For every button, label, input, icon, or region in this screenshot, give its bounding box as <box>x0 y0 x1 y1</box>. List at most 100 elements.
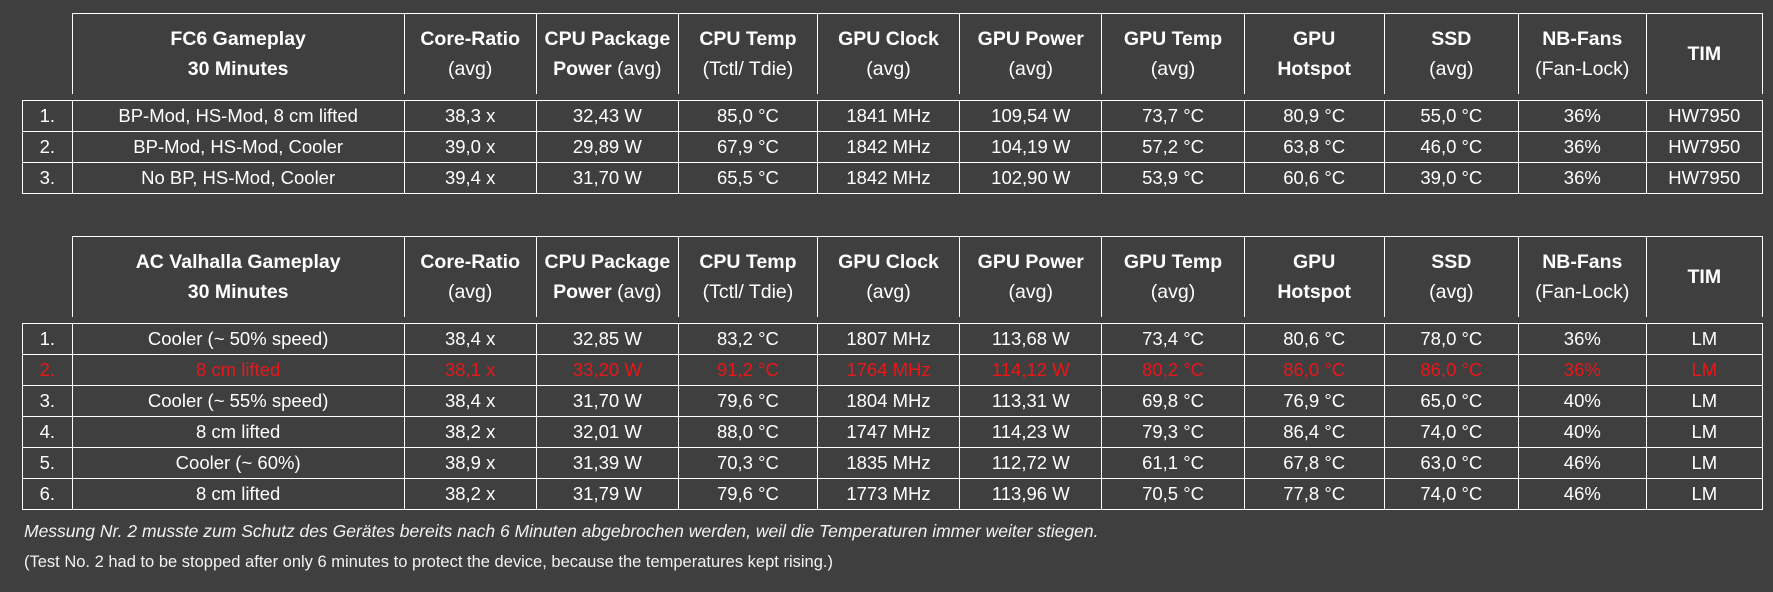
core-ratio-cell: 38,4 x <box>403 385 537 417</box>
cpu-temp-cell: 85,0 °C <box>677 100 818 132</box>
header-gpu-hotspot: GPU Hotspot <box>1243 13 1385 94</box>
gpu-temp-cell: 79,3 °C <box>1101 416 1245 448</box>
header-cpu-package: CPU Package Power (avg) <box>535 236 679 317</box>
ssd-cell: 86,0 °C <box>1383 354 1520 386</box>
tim-cell: LM <box>1645 447 1764 479</box>
ssd-cell: 46,0 °C <box>1383 131 1520 163</box>
header-gpu-clock: GPU Clock (avg) <box>816 13 961 94</box>
header-nb-fans: NB-Fans (Fan-Lock) <box>1518 236 1647 317</box>
header-gpu-power: GPU Power (avg) <box>959 236 1103 317</box>
gpu-temp-cell: 73,4 °C <box>1101 323 1245 355</box>
tim-cell: LM <box>1645 416 1764 448</box>
gpu-clock-cell: 1773 MHz <box>816 478 961 510</box>
gpu-clock-cell: 1835 MHz <box>816 447 961 479</box>
core-ratio-cell: 38,9 x <box>403 447 537 479</box>
config-cell: Cooler (~ 55% speed) <box>71 385 405 417</box>
gpu-clock-cell: 1804 MHz <box>816 385 961 417</box>
cpu-power-cell: 32,43 W <box>535 100 679 132</box>
table-row: 5. Cooler (~ 60%) 38,9 x 31,39 W 70,3 °C 1835… <box>22 447 1764 479</box>
row-number: 6. <box>22 478 73 510</box>
row-number: 3. <box>22 162 73 194</box>
gpu-clock-cell: 1747 MHz <box>816 416 961 448</box>
gpu-power-cell: 114,12 W <box>959 354 1103 386</box>
table-row: 2. BP-Mod, HS-Mod, Cooler 39,0 x 29,89 W 67,… <box>22 131 1764 163</box>
nb-fans-cell: 36% <box>1518 100 1647 132</box>
header-corner <box>22 13 73 94</box>
row-number: 1. <box>22 100 73 132</box>
row-number: 5. <box>22 447 73 479</box>
cpu-power-cell: 32,01 W <box>535 416 679 448</box>
nb-fans-cell: 40% <box>1518 416 1647 448</box>
gpu-power-cell: 113,96 W <box>959 478 1103 510</box>
table-row: 2. 8 cm lifted 38,1 x 33,20 W 91,2 °C 1764 MH… <box>22 354 1764 386</box>
tim-cell: LM <box>1645 478 1764 510</box>
nb-fans-cell: 46% <box>1518 447 1647 479</box>
ssd-cell: 55,0 °C <box>1383 100 1520 132</box>
header-tim: TIM <box>1645 13 1764 94</box>
gpu-temp-cell: 80,2 °C <box>1101 354 1245 386</box>
gpu-hotspot-cell: 76,9 °C <box>1243 385 1385 417</box>
core-ratio-cell: 38,2 x <box>403 478 537 510</box>
tim-cell: HW7950 <box>1645 131 1764 163</box>
gpu-power-cell: 114,23 W <box>959 416 1103 448</box>
table-header-row: AC Valhalla Gameplay 30 Minutes Core-Rati… <box>22 236 1764 317</box>
gpu-clock-cell: 1842 MHz <box>816 162 961 194</box>
header-gpu-clock: GPU Clock (avg) <box>816 236 961 317</box>
cpu-temp-cell: 79,6 °C <box>677 385 818 417</box>
row-number: 3. <box>22 385 73 417</box>
gpu-temp-cell: 69,8 °C <box>1101 385 1245 417</box>
table-row: 6. 8 cm lifted 38,2 x 31,79 W 79,6 °C 1773 MH… <box>22 478 1764 510</box>
gpu-clock-cell: 1841 MHz <box>816 100 961 132</box>
footnote-german: Messung Nr. 2 musste zum Schutz des Gerä… <box>24 521 1099 541</box>
header-ssd: SSD (avg) <box>1383 236 1520 317</box>
gpu-temp-cell: 61,1 °C <box>1101 447 1245 479</box>
gpu-temp-cell: 73,7 °C <box>1101 100 1245 132</box>
table-header-row: FC6 Gameplay 30 Minutes Core-Ratio (avg) C… <box>22 13 1764 94</box>
gpu-power-cell: 109,54 W <box>959 100 1103 132</box>
nb-fans-cell: 36% <box>1518 131 1647 163</box>
core-ratio-cell: 38,3 x <box>403 100 537 132</box>
table-row: 4. 8 cm lifted 38,2 x 32,01 W 88,0 °C 1747 MH… <box>22 416 1764 448</box>
gpu-clock-cell: 1842 MHz <box>816 131 961 163</box>
config-cell: 8 cm lifted <box>71 478 405 510</box>
ssd-cell: 39,0 °C <box>1383 162 1520 194</box>
gpu-hotspot-cell: 77,8 °C <box>1243 478 1385 510</box>
config-cell: Cooler (~ 60%) <box>71 447 405 479</box>
gpu-hotspot-cell: 80,9 °C <box>1243 100 1385 132</box>
gpu-temp-cell: 53,9 °C <box>1101 162 1245 194</box>
cpu-power-cell: 33,20 W <box>535 354 679 386</box>
cpu-temp-cell: 83,2 °C <box>677 323 818 355</box>
core-ratio-cell: 38,4 x <box>403 323 537 355</box>
cpu-power-cell: 31,79 W <box>535 478 679 510</box>
nb-fans-cell: 46% <box>1518 478 1647 510</box>
header-cpu-temp: CPU Temp (Tctl/ Tdie) <box>677 236 818 317</box>
tim-cell: LM <box>1645 354 1764 386</box>
core-ratio-cell: 39,4 x <box>403 162 537 194</box>
gpu-temp-cell: 57,2 °C <box>1101 131 1245 163</box>
tim-cell: LM <box>1645 385 1764 417</box>
gpu-temp-cell: 70,5 °C <box>1101 478 1245 510</box>
cpu-temp-cell: 88,0 °C <box>677 416 818 448</box>
cpu-temp-cell: 65,5 °C <box>677 162 818 194</box>
gpu-hotspot-cell: 67,8 °C <box>1243 447 1385 479</box>
nb-fans-cell: 36% <box>1518 323 1647 355</box>
row-number: 2. <box>22 354 73 386</box>
header-title: AC Valhalla Gameplay 30 Minutes <box>71 236 405 317</box>
gpu-power-cell: 102,90 W <box>959 162 1103 194</box>
header-gpu-temp: GPU Temp (avg) <box>1101 236 1245 317</box>
gpu-hotspot-cell: 63,8 °C <box>1243 131 1385 163</box>
cpu-temp-cell: 91,2 °C <box>677 354 818 386</box>
gpu-hotspot-cell: 60,6 °C <box>1243 162 1385 194</box>
gpu-clock-cell: 1764 MHz <box>816 354 961 386</box>
header-tim: TIM <box>1645 236 1764 317</box>
config-cell: No BP, HS-Mod, Cooler <box>71 162 405 194</box>
header-gpu-hotspot: GPU Hotspot <box>1243 236 1385 317</box>
core-ratio-cell: 38,2 x <box>403 416 537 448</box>
ssd-cell: 65,0 °C <box>1383 385 1520 417</box>
config-cell: 8 cm lifted <box>71 354 405 386</box>
table-row: 3. No BP, HS-Mod, Cooler 39,4 x 31,70 W 65,5… <box>22 162 1764 194</box>
header-cpu-temp: CPU Temp (Tctl/ Tdie) <box>677 13 818 94</box>
row-number: 1. <box>22 323 73 355</box>
footnote-english: (Test No. 2 had to be stopped after only… <box>24 553 833 571</box>
core-ratio-cell: 38,1 x <box>403 354 537 386</box>
